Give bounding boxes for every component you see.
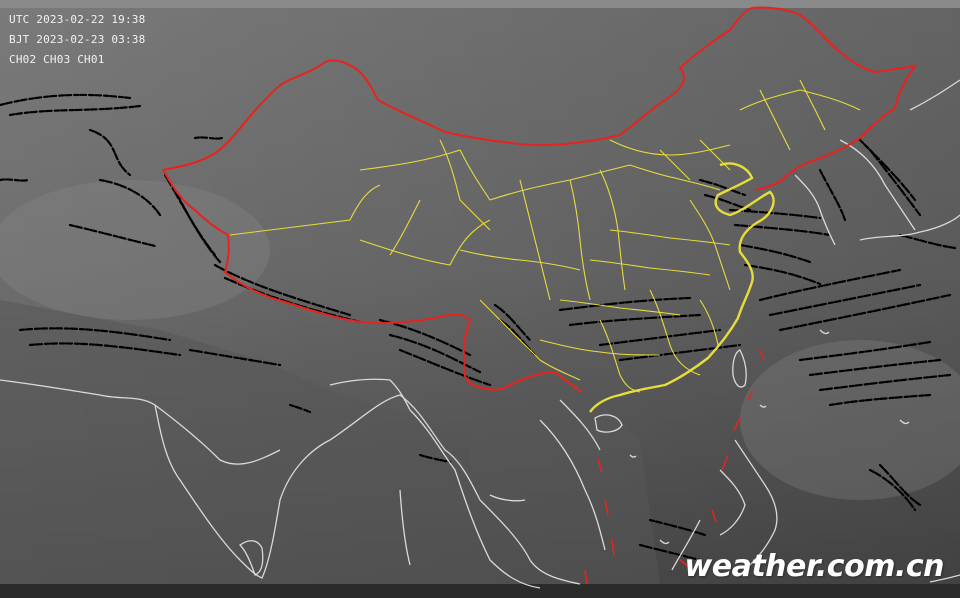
channel-list: CH02 CH03 CH01	[9, 53, 105, 66]
china-national-border-west-south	[162, 169, 583, 393]
south-china-sea-dash-line	[584, 349, 765, 585]
cloud-haze	[0, 180, 270, 320]
cloud-edge-layer	[0, 93, 957, 562]
china-coastline	[589, 162, 775, 413]
coastline-layer	[0, 79, 960, 589]
bjt-timestamp: BJT 2023-02-23 03:38	[9, 33, 146, 46]
land-india-shade	[0, 300, 470, 584]
province-border-layer	[229, 79, 861, 393]
top-band	[0, 0, 960, 8]
china-national-border	[162, 6, 918, 191]
utc-timestamp: UTC 2023-02-22 19:38	[9, 13, 146, 26]
bottom-band	[0, 584, 960, 598]
land-southeast-asia-shade	[470, 400, 660, 584]
watermark-logo: weather.com.cn	[684, 549, 945, 584]
